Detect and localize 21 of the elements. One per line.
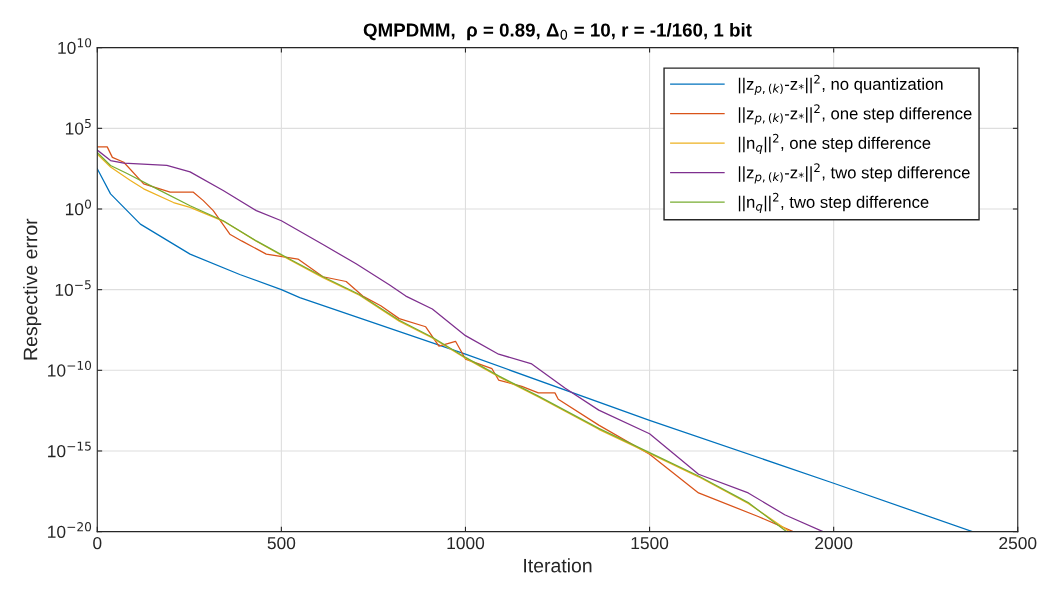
y-tick-label: 10$^{−15}$ bbox=[48, 441, 91, 458]
legend-label: ||z$_{p,(k)}$-z$_{*}$||$^{2}$, one step difference bbox=[738, 104, 972, 125]
x-tick-label: 1000 bbox=[447, 536, 485, 550]
x-tick-label: 2000 bbox=[815, 536, 853, 550]
legend-label: ||z$_{p,(k)}$-z$_{*}$||$^{2}$, no quantization bbox=[738, 74, 943, 95]
legend-label: ||z$_{p,(k)}$-z$_{*}$||$^{2}$, two step difference bbox=[738, 163, 970, 184]
legend-label: ||n$_{q}$||$^{2}$, two step difference bbox=[738, 192, 929, 213]
x-axis-title: Iteration bbox=[524, 558, 592, 573]
y-tick-label: 10$^{0}$ bbox=[65, 199, 92, 216]
y-tick-label: 10$^{−20}$ bbox=[48, 522, 92, 538]
x-tick-label: 0 bbox=[93, 536, 102, 550]
chart-title: QMPDMM, ρ = 0.89, Δ$_{0}$ = 10, r = -1/160, 1 bit bbox=[363, 22, 752, 41]
y-tick-label: 10$^{−10}$ bbox=[48, 360, 92, 377]
x-tick-label: 500 bbox=[267, 536, 296, 550]
x-tick-label: 1500 bbox=[631, 536, 669, 550]
legend-label: ||n$_{q}$||$^{2}$, one step difference bbox=[738, 133, 931, 154]
x-tick-label: 2500 bbox=[999, 536, 1037, 550]
y-tick-label: 10$^{5}$ bbox=[65, 119, 91, 135]
y-tick-label: 10$^{10}$ bbox=[58, 38, 92, 55]
y-axis-title: Respective error bbox=[23, 218, 42, 360]
y-tick-label: 10$^{−5}$ bbox=[55, 280, 91, 296]
